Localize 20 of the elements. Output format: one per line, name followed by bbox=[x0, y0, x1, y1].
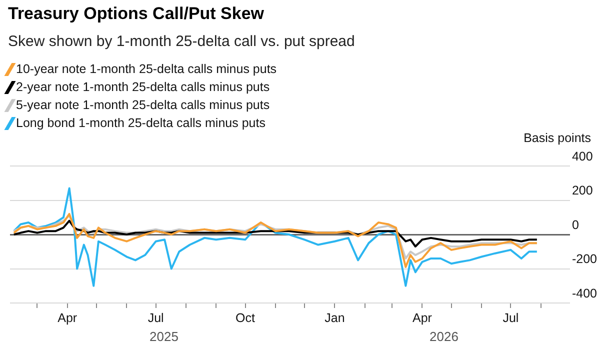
y-axis-title: Basis points bbox=[524, 131, 591, 145]
x-tick-label: Apr bbox=[58, 310, 78, 325]
y-tick-label: -400 bbox=[572, 286, 598, 300]
x-tick-label: Jan bbox=[324, 310, 345, 325]
y-tick-label: 200 bbox=[572, 184, 593, 198]
x-tick-label: Apr bbox=[412, 310, 432, 325]
x-tick-label: Oct bbox=[236, 310, 256, 325]
chart-title: Treasury Options Call/Put Skew bbox=[8, 4, 264, 24]
y-tick-label: 400 bbox=[572, 149, 593, 164]
text: 2026 bbox=[430, 329, 458, 344]
legend-label: 10-year note 1-month 25-delta calls minus puts bbox=[16, 62, 277, 76]
legend-label: 2-year note 1-month 25-delta calls minus puts bbox=[16, 80, 270, 94]
x-tick-label: Jul bbox=[502, 310, 519, 325]
y-tick-label: 0 bbox=[572, 218, 579, 232]
x-tick-label: Jul bbox=[148, 310, 164, 325]
legend-label: Long bond 1-month 25-delta calls minus puts bbox=[16, 116, 266, 130]
text: 2025 bbox=[150, 329, 178, 344]
y-tick-label: -200 bbox=[572, 252, 598, 266]
chart-subtitle: Skew shown by 1-month 25-delta call vs. put spread bbox=[8, 33, 355, 50]
legend-label: 5-year note 1-month 25-delta calls minus puts bbox=[16, 98, 270, 112]
